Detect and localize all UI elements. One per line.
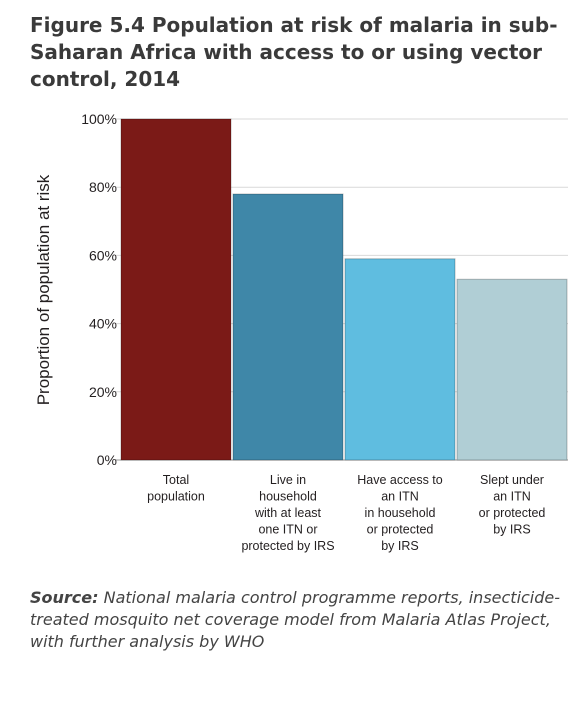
y-tick-label: 40% [89,316,117,332]
category-label: Live in household with at least one ITN or p… [241,473,334,553]
source-text: National malaria control programme repor… [30,588,561,651]
bar [120,118,232,461]
y-tick-label: 100% [81,111,117,127]
category-label: Have access to an ITN in household or prote… [357,473,443,553]
bar [456,278,568,461]
bars [120,118,568,461]
source-label: Source: [30,588,99,607]
bar [344,258,456,461]
source-note: Source: National malaria control program… [30,587,570,653]
y-tick-label: 20% [89,384,117,400]
y-tick-label: 80% [89,179,117,195]
y-tick-labels: 0% 20% 40% 60% 80% 100% [81,111,117,468]
y-tick-label: 60% [89,247,117,263]
bar-chart: 0% 20% 40% 60% 80% 100% Total population Live i… [81,111,568,553]
bar [232,193,344,461]
category-label: Slept under an ITN or protected by IRS [479,473,546,537]
category-label: Total population [147,473,205,504]
y-tick-label: 0% [97,452,117,468]
chart-title: Figure 5.4 Population at risk of malaria… [30,13,558,91]
category-labels: Total population Live in household with at l… [147,473,545,553]
